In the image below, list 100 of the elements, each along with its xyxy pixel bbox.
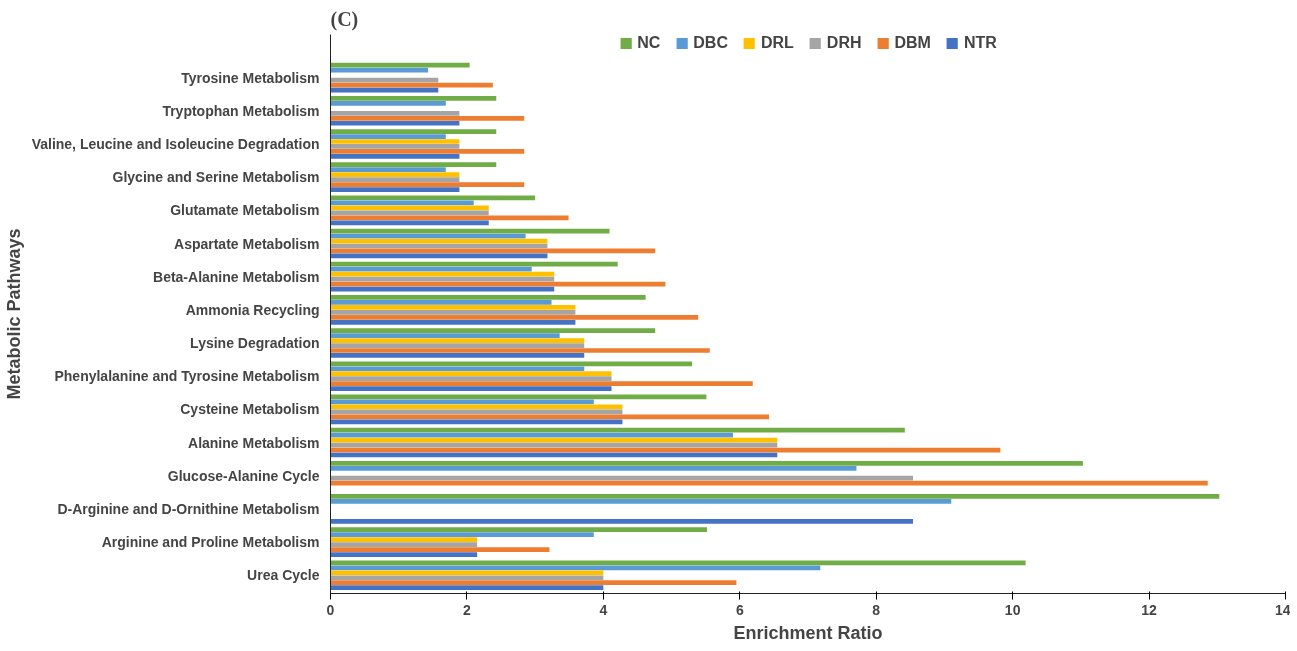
bar (330, 177, 460, 182)
bar (330, 110, 460, 116)
y-tick-label: Arginine and Proline Metabolism (101, 534, 320, 551)
x-tick-label: 2 (463, 601, 472, 618)
bar (330, 338, 585, 343)
bar (330, 187, 460, 192)
bar (330, 585, 604, 591)
bar (330, 414, 770, 420)
bar (330, 376, 612, 382)
bar (330, 333, 560, 338)
bar (330, 465, 857, 471)
y-tick-label: Tryptophan Metabolism (162, 102, 320, 119)
bar (330, 220, 489, 226)
bar (330, 139, 460, 144)
bar (330, 353, 585, 358)
bar (330, 266, 532, 272)
bar (330, 167, 446, 173)
bar (330, 305, 576, 310)
bar (330, 537, 478, 542)
bar (330, 314, 699, 320)
bar (330, 565, 821, 571)
y-tick-label: Valine, Leucine and Isoleucine Degradation (31, 135, 320, 152)
bar (330, 271, 555, 277)
bar (330, 281, 666, 287)
bar (330, 62, 470, 68)
y-tick-label: Ammonia Recycling (185, 301, 320, 318)
bar (330, 419, 623, 425)
bar (330, 499, 952, 504)
y-tick-label: Urea Cycle (247, 567, 320, 584)
legend-label: DBC (693, 34, 728, 52)
legend-label: DBM (894, 34, 931, 52)
bar (330, 575, 604, 581)
bar (330, 460, 1083, 466)
x-tick-label: 12 (1141, 601, 1158, 618)
bar (330, 348, 710, 353)
bar (330, 129, 497, 134)
bar (330, 154, 460, 159)
x-tick-label: 8 (872, 601, 881, 618)
y-tick-label: Glutamate Metabolism (170, 202, 320, 219)
y-tick-label: Phenylalanine and Tyrosine Metabolism (54, 368, 320, 385)
y-axis-title: Metabolic Pathways (3, 228, 24, 400)
bar (330, 162, 497, 168)
x-axis-title: Enrichment Ratio (733, 622, 883, 643)
bar (330, 371, 612, 377)
bar (330, 115, 525, 121)
y-tick-label: Glucose-Alanine Cycle (167, 467, 320, 484)
y-tick-label: Aspartate Metabolism (174, 235, 320, 252)
bar (330, 149, 525, 154)
bar (330, 475, 914, 481)
bar (330, 309, 576, 315)
x-tick-label: 10 (1004, 601, 1021, 618)
bar (330, 319, 576, 325)
bar (330, 295, 646, 300)
bar (330, 276, 555, 282)
bar (330, 134, 446, 139)
bar (330, 552, 478, 557)
y-tick-label: Alanine Metabolism (188, 434, 320, 451)
bar (330, 532, 594, 537)
bar (330, 200, 474, 206)
bar (330, 215, 569, 221)
bar (330, 300, 552, 305)
legend-label: NTR (963, 34, 997, 52)
bar (330, 343, 585, 348)
y-tick-label: Tyrosine Metabolism (181, 69, 320, 86)
bar (330, 67, 429, 73)
chart-title: (C) (330, 7, 359, 31)
bar (330, 560, 1026, 566)
bar (330, 210, 489, 216)
bar (330, 518, 914, 524)
bar (330, 580, 737, 586)
bar (330, 328, 656, 333)
y-tick-label: Cysteine Metabolism (180, 401, 320, 418)
legend-label: NC (637, 34, 661, 52)
bar (330, 386, 612, 392)
bar (330, 570, 604, 576)
y-tick-label: D-Arginine and D-Ornithine Metabolism (57, 500, 320, 517)
x-tick-label: 6 (735, 601, 744, 618)
bar (330, 547, 550, 552)
bar (330, 261, 618, 267)
bar (330, 527, 708, 532)
bar (330, 172, 460, 178)
bar (330, 542, 478, 547)
x-tick-label: 0 (326, 601, 335, 618)
bar (330, 120, 460, 126)
y-tick-label: Lysine Degradation (190, 335, 320, 352)
x-tick-label: 14 (1274, 601, 1291, 618)
bar (330, 381, 753, 387)
bar (330, 361, 693, 367)
legend-label: DRH (826, 34, 862, 52)
bar (330, 182, 525, 187)
y-tick-label: Glycine and Serine Metabolism (112, 169, 320, 186)
legend-label: DRL (760, 34, 794, 52)
bar (330, 205, 489, 211)
bar (330, 96, 497, 101)
y-tick-label: Beta-Alanine Metabolism (153, 268, 320, 285)
bar (330, 494, 1220, 499)
bar (330, 144, 460, 149)
bar (330, 366, 585, 372)
x-tick-label: 4 (599, 601, 608, 618)
bar (330, 100, 446, 106)
